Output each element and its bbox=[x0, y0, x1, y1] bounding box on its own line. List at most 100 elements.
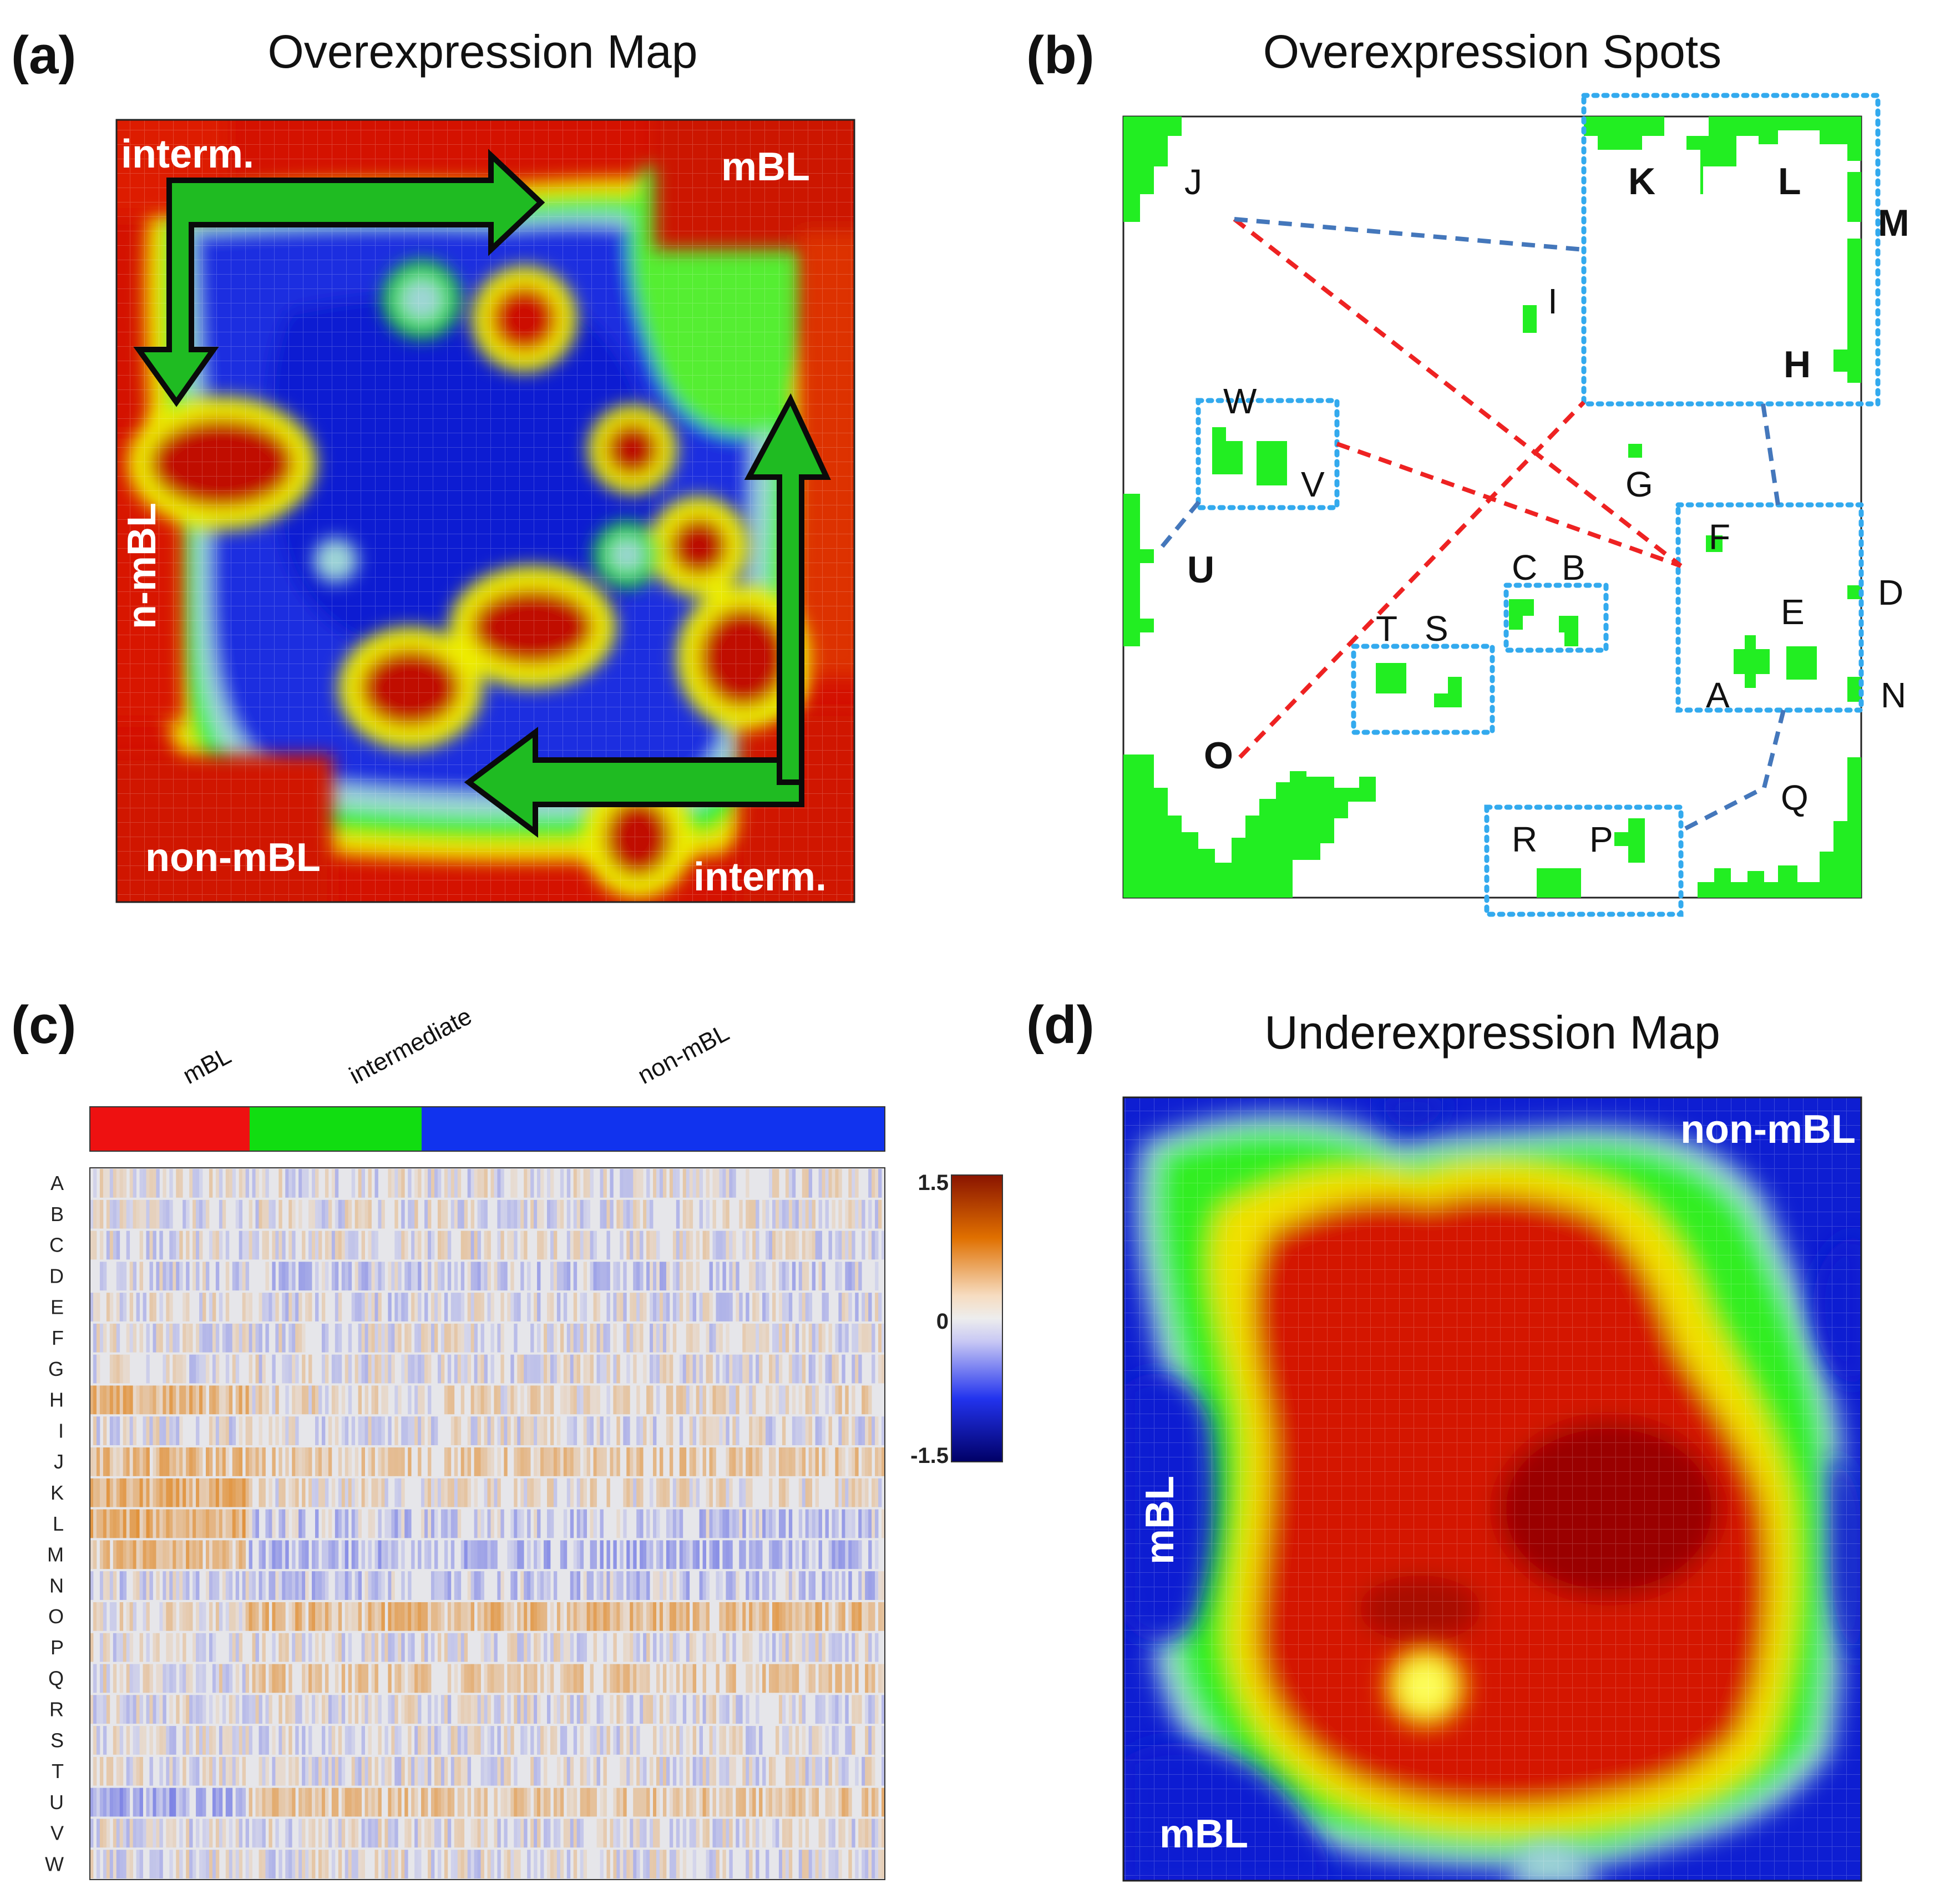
heatmap-cell bbox=[331, 1850, 336, 1878]
heatmap-cell bbox=[308, 1385, 312, 1415]
heatmap-cell bbox=[325, 1571, 329, 1600]
heatmap-cell bbox=[454, 1509, 458, 1538]
heatmap-cell bbox=[96, 1695, 100, 1724]
heatmap-cell bbox=[537, 1262, 541, 1291]
heatmap-cell bbox=[447, 1354, 452, 1384]
heatmap-cell bbox=[480, 1323, 484, 1353]
heatmap-cell bbox=[527, 1664, 531, 1693]
heatmap-cell bbox=[586, 1571, 590, 1600]
heatmap-cell bbox=[212, 1323, 216, 1353]
spot-region-j bbox=[1123, 117, 1182, 222]
heatmap-cell bbox=[792, 1756, 796, 1786]
heatmap-cell bbox=[573, 1787, 578, 1817]
heatmap-cell bbox=[298, 1323, 302, 1353]
heatmap-cell bbox=[732, 1571, 736, 1600]
heatmap-cell bbox=[606, 1602, 610, 1631]
heatmap-cell bbox=[527, 1540, 531, 1569]
heatmap-cell bbox=[709, 1695, 713, 1724]
heatmap-cell bbox=[732, 1695, 736, 1724]
heatmap-cell bbox=[345, 1354, 349, 1384]
heatmap-cell bbox=[623, 1416, 627, 1446]
heatmap-cell bbox=[470, 1169, 475, 1198]
heatmap-cell bbox=[222, 1478, 226, 1507]
heatmap-cell bbox=[460, 1199, 465, 1229]
heatmap-cell bbox=[524, 1633, 528, 1662]
heatmap-cell bbox=[440, 1787, 445, 1817]
heatmap-cell bbox=[331, 1354, 336, 1384]
heatmap-cell bbox=[633, 1262, 637, 1291]
heatmap-cell bbox=[672, 1293, 677, 1321]
heatmap-cell bbox=[186, 1293, 190, 1321]
heatmap-cell bbox=[862, 1199, 865, 1229]
heatmap-cell bbox=[298, 1509, 302, 1538]
heatmap-cell bbox=[616, 1726, 620, 1755]
heatmap-cell bbox=[712, 1199, 716, 1229]
heatmap-cell bbox=[484, 1695, 488, 1724]
heatmap-cell bbox=[401, 1633, 405, 1662]
heatmap-cell bbox=[269, 1478, 272, 1507]
heatmap-cell bbox=[613, 1447, 617, 1476]
heatmap-cell bbox=[212, 1385, 216, 1415]
heatmap-cell bbox=[848, 1602, 852, 1631]
heatmap-cell bbox=[464, 1850, 468, 1878]
heatmap-cell bbox=[394, 1850, 398, 1878]
heatmap-cell bbox=[480, 1169, 484, 1198]
heatmap-cell bbox=[292, 1169, 296, 1198]
heatmap-cell bbox=[222, 1571, 226, 1600]
heatmap-cell bbox=[133, 1416, 136, 1446]
heatmap-cell bbox=[388, 1323, 392, 1353]
heatmap-cell bbox=[709, 1447, 713, 1476]
heatmap-cell bbox=[474, 1787, 478, 1817]
heatmap-cell bbox=[242, 1262, 246, 1291]
heatmap-cell bbox=[818, 1695, 822, 1724]
heatmap-cell bbox=[212, 1293, 216, 1321]
heatmap-cell bbox=[752, 1323, 756, 1353]
heatmap-cell bbox=[702, 1509, 706, 1538]
box-c-b bbox=[1503, 583, 1609, 653]
heatmap-cell bbox=[242, 1478, 246, 1507]
heatmap-cell bbox=[282, 1509, 286, 1538]
heatmap-cell bbox=[176, 1756, 180, 1786]
heatmap-cell bbox=[534, 1447, 538, 1476]
heatmap-cell bbox=[265, 1262, 269, 1291]
heatmap-cell bbox=[199, 1230, 203, 1260]
heatmap-cell bbox=[437, 1602, 442, 1631]
heatmap-cell bbox=[640, 1819, 644, 1848]
heatmap-cell bbox=[606, 1416, 610, 1446]
heatmap-cell bbox=[805, 1664, 809, 1693]
heatmap-cell bbox=[626, 1447, 630, 1476]
heatmap-cell bbox=[669, 1540, 673, 1569]
heatmap-cell bbox=[762, 1819, 766, 1848]
heatmap-cell bbox=[381, 1633, 385, 1662]
heatmap-cell bbox=[862, 1230, 865, 1260]
heatmap-cell bbox=[852, 1602, 855, 1631]
heatmap-cell bbox=[371, 1323, 375, 1353]
heatmap-cell bbox=[179, 1602, 183, 1631]
heatmap-cell bbox=[133, 1602, 136, 1631]
heatmap-cell bbox=[477, 1447, 481, 1476]
heatmap-cell bbox=[576, 1509, 581, 1538]
heatmap-cell bbox=[199, 1633, 203, 1662]
heatmap-cell bbox=[282, 1354, 286, 1384]
heatmap-cell bbox=[729, 1293, 733, 1321]
heatmap-cell bbox=[749, 1664, 753, 1693]
heatmap-cell bbox=[411, 1540, 415, 1569]
heatmap-cell bbox=[553, 1787, 558, 1817]
heatmap-cell bbox=[560, 1385, 564, 1415]
heatmap-cell bbox=[265, 1169, 269, 1198]
heatmap-cell bbox=[782, 1323, 786, 1353]
heatmap-cell bbox=[116, 1695, 120, 1724]
heatmap-cell bbox=[832, 1695, 835, 1724]
heatmap-cell bbox=[477, 1354, 481, 1384]
heatmap-cell bbox=[706, 1756, 710, 1786]
heatmap-cell bbox=[215, 1169, 220, 1198]
heatmap-cell bbox=[295, 1756, 299, 1786]
heatmap-cell bbox=[878, 1664, 882, 1693]
heatmap-cell bbox=[133, 1726, 136, 1755]
heatmap-cell bbox=[454, 1447, 458, 1476]
heatmap-cell bbox=[351, 1169, 356, 1198]
heatmap-cell bbox=[269, 1571, 272, 1600]
heatmap-cell bbox=[882, 1571, 885, 1600]
heatmap-cell bbox=[371, 1447, 375, 1476]
heatmap-cell bbox=[368, 1756, 372, 1786]
